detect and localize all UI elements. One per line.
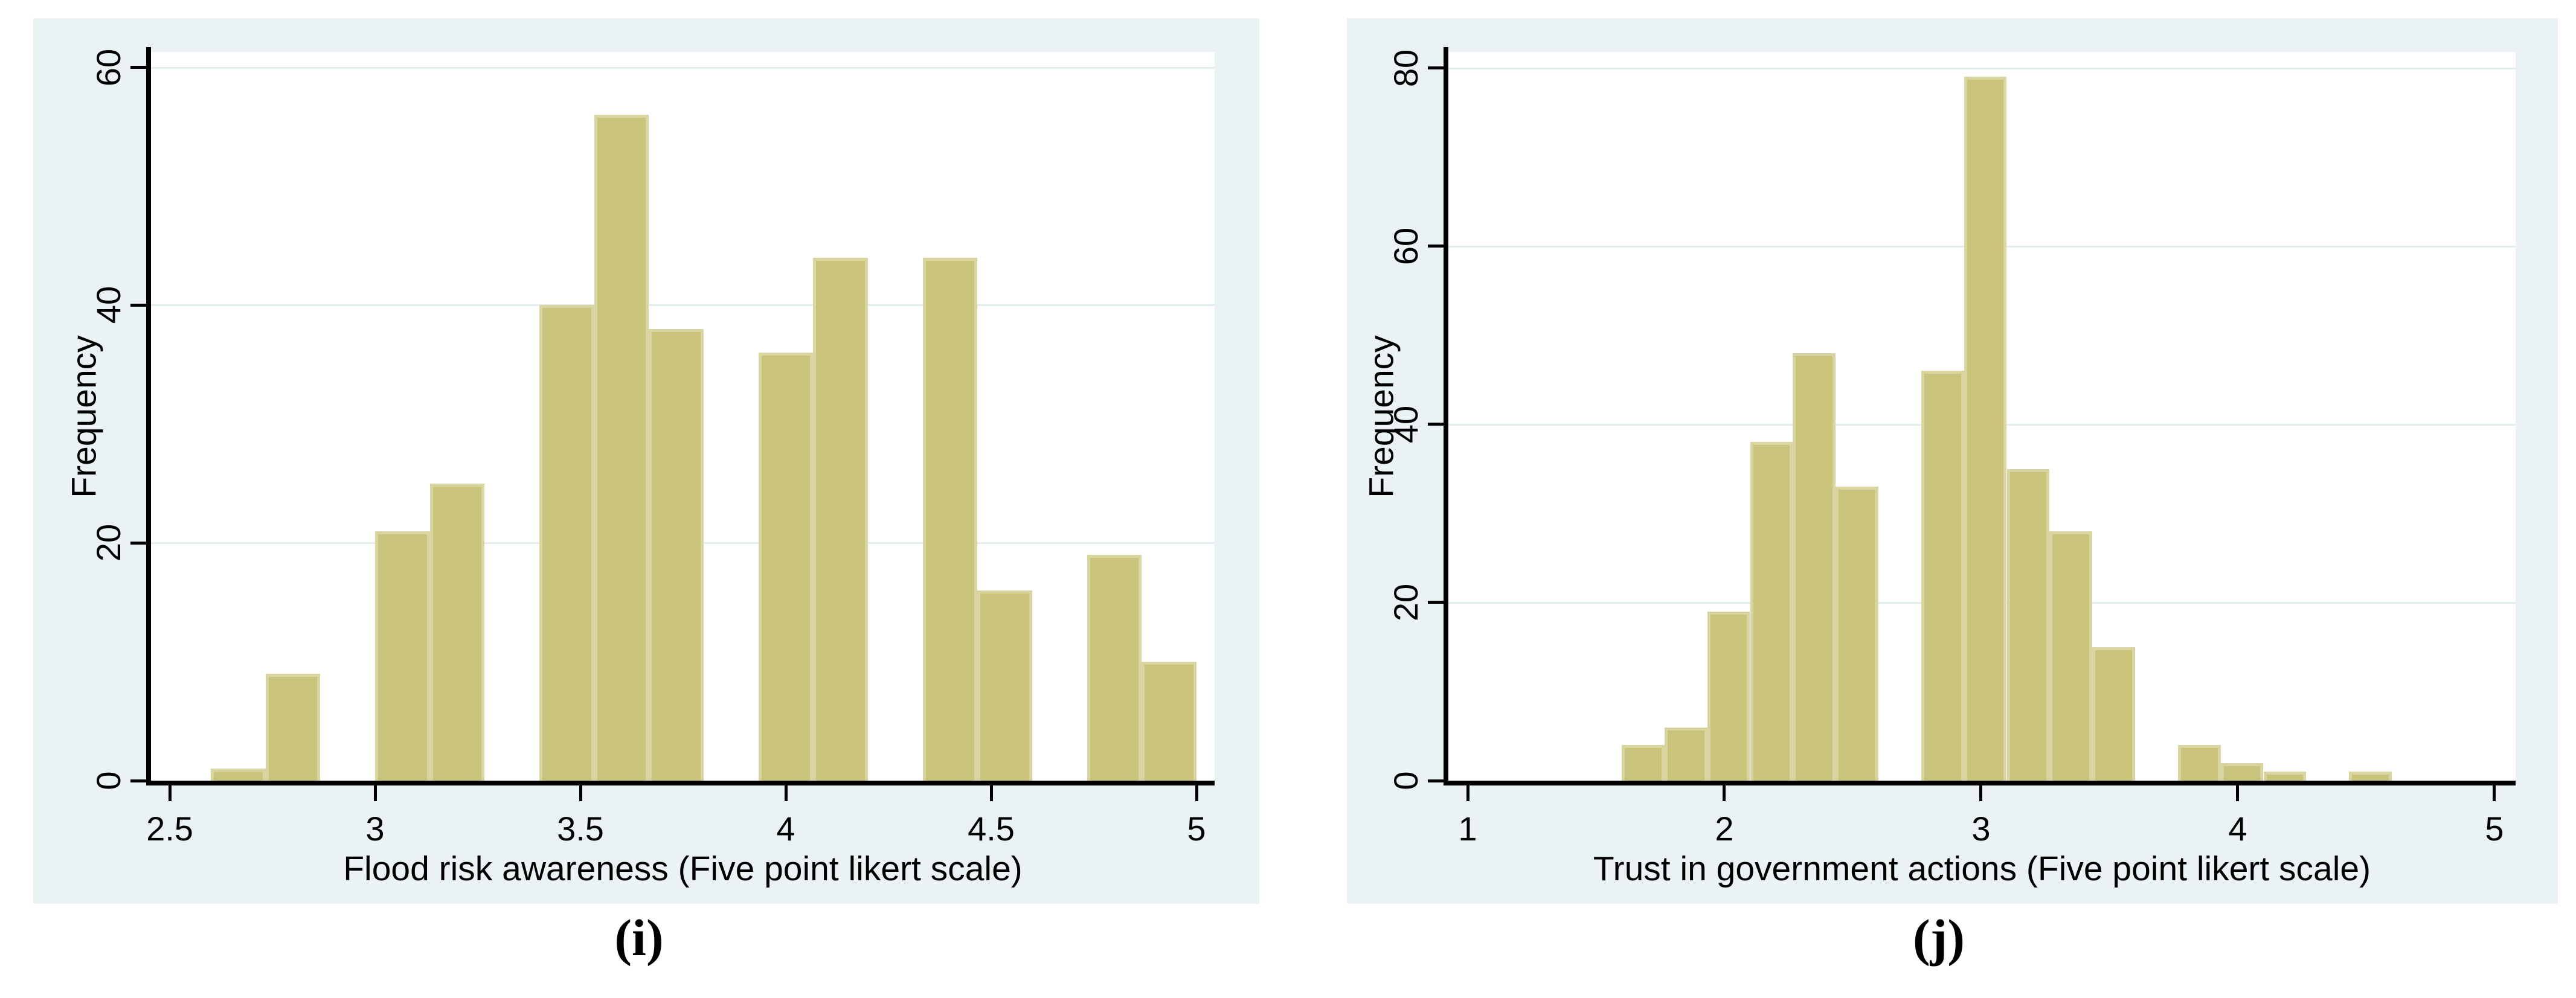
histogram-bar xyxy=(2049,531,2093,781)
y-tick xyxy=(130,541,146,545)
histogram-bar xyxy=(429,483,485,781)
x-tick-label: 4 xyxy=(776,810,795,848)
y-tick xyxy=(1428,245,1444,248)
histogram-bar xyxy=(1750,442,1793,781)
x-tick-label: 2 xyxy=(1715,810,1734,848)
x-tick-label: 3.5 xyxy=(557,810,604,848)
histogram-bar xyxy=(813,257,868,781)
histogram-bar xyxy=(1087,554,1142,781)
x-tick xyxy=(1979,785,1983,801)
histogram-bar xyxy=(758,353,814,781)
x-tick xyxy=(579,785,582,801)
histogram-bar xyxy=(2006,469,2050,781)
x-tick xyxy=(1723,785,1726,801)
histogram-bar xyxy=(2349,772,2392,781)
y-axis-line-j xyxy=(1444,47,1448,785)
x-tick xyxy=(784,785,788,801)
y-tick-label: 0 xyxy=(1387,771,1425,790)
histogram-bar xyxy=(1793,353,1836,781)
x-tick-label: 5 xyxy=(2485,810,2504,848)
y-axis-title-i: Frequency xyxy=(65,334,104,498)
y-gridline xyxy=(151,304,1215,307)
histogram-bar xyxy=(1664,727,1707,781)
histogram-bar xyxy=(2092,647,2135,781)
y-gridline xyxy=(151,66,1215,69)
x-tick-label: 2.5 xyxy=(146,810,193,848)
histogram-bar xyxy=(1622,745,1665,781)
histogram-bar xyxy=(265,673,321,781)
y-tick xyxy=(1428,423,1444,426)
histogram-bar xyxy=(922,257,978,781)
x-tick xyxy=(373,785,377,801)
x-tick-label: 3 xyxy=(365,810,385,848)
histogram-bar xyxy=(1964,77,2007,781)
x-tick-label: 5 xyxy=(1187,810,1206,848)
x-axis-line-i xyxy=(146,781,1215,785)
x-tick-label: 3 xyxy=(1971,810,1991,848)
subfigure-caption-j: (j) xyxy=(1913,909,1965,967)
histogram-bar xyxy=(2263,772,2307,781)
x-tick-label: 4.5 xyxy=(968,810,1015,848)
x-tick xyxy=(168,785,172,801)
y-tick-label: 40 xyxy=(89,286,127,324)
histogram-bar xyxy=(1142,662,1196,781)
y-tick-label: 20 xyxy=(1387,583,1425,622)
x-tick xyxy=(989,785,993,801)
histogram-bar xyxy=(2177,745,2221,781)
histogram-bar xyxy=(1921,371,1964,781)
y-tick-label: 0 xyxy=(89,771,127,790)
x-tick xyxy=(2493,785,2496,801)
y-axis-title-j: Frequency xyxy=(1362,334,1401,498)
x-tick xyxy=(1466,785,1469,801)
y-tick xyxy=(1428,779,1444,782)
y-tick xyxy=(1428,601,1444,604)
x-axis-title-j: Trust in government actions (Five point … xyxy=(1593,849,2371,888)
x-tick xyxy=(2236,785,2240,801)
y-tick xyxy=(130,303,146,307)
histogram-bar xyxy=(2220,763,2264,781)
x-tick-label: 1 xyxy=(1458,810,1477,848)
y-tick-label: 80 xyxy=(1387,49,1425,87)
x-axis-title-i: Flood risk awareness (Five point likert … xyxy=(343,849,1023,888)
histogram-bar xyxy=(1707,611,1750,781)
y-tick-label: 60 xyxy=(89,48,127,86)
y-tick xyxy=(130,66,146,69)
x-tick-label: 4 xyxy=(2228,810,2247,848)
y-tick-label: 60 xyxy=(1387,227,1425,265)
y-tick xyxy=(1428,66,1444,70)
histogram-bar xyxy=(211,769,266,781)
y-axis-line-i xyxy=(146,47,151,785)
histogram-bar xyxy=(977,590,1032,781)
histogram-bar xyxy=(594,115,649,781)
y-tick-label: 20 xyxy=(89,524,127,562)
y-gridline xyxy=(1448,67,2516,69)
subfigure-caption-i: (i) xyxy=(614,909,664,967)
histogram-bar xyxy=(539,305,594,781)
x-axis-line-j xyxy=(1444,781,2516,785)
histogram-bar xyxy=(1836,487,1878,781)
histogram-bar xyxy=(649,328,704,781)
x-tick xyxy=(1195,785,1198,801)
histogram-bar xyxy=(375,531,430,781)
y-tick xyxy=(130,779,146,782)
